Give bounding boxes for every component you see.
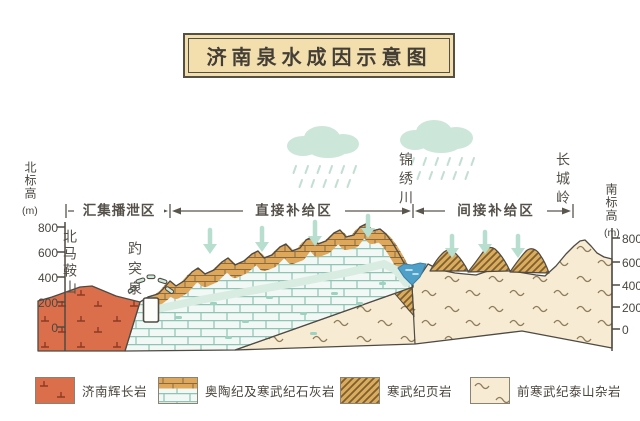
- rain-icon: [410, 157, 475, 180]
- axis-tick: 600: [622, 256, 640, 270]
- axis-tick: 200: [622, 301, 640, 315]
- title-box: 济南泉水成因示意图: [183, 33, 455, 78]
- axis-tick: 200: [37, 296, 58, 310]
- infiltration-arrow-icon: [203, 213, 525, 258]
- rain-icon: [292, 165, 357, 188]
- axis-tick: 600: [37, 246, 58, 260]
- place-label-baotu-spring: 趵突泉: [127, 241, 143, 301]
- axis-tick: 0: [622, 323, 629, 337]
- taishan-complex-swatch-icon: [470, 377, 510, 404]
- left-axis-label: 标高: [23, 174, 37, 200]
- gabbro-swatch-icon: [35, 377, 75, 404]
- basement-layer: [234, 239, 613, 351]
- legend-item-limestone: 奥陶纪及寒武纪石灰岩: [158, 377, 335, 404]
- limestone-swatch-icon: [158, 377, 198, 404]
- place-label-changcheng-ridge: 长城岭: [555, 152, 571, 209]
- legend-item-taishan-complex: 前寒武纪泰山杂岩: [470, 377, 621, 404]
- left-axis-caption: 北标高: [23, 161, 37, 200]
- zone-label-discharge: 汇集播泄区: [74, 203, 164, 219]
- place-label-jinxiu-valley: 锦绣川: [398, 152, 414, 209]
- shale-swatch-icon: [340, 377, 380, 404]
- axis-tick: 400: [622, 279, 640, 293]
- axis-tick: 400: [37, 271, 58, 285]
- rain-cloud-icon: [400, 120, 473, 153]
- legend-label: 济南辉长岩: [82, 385, 148, 399]
- right-axis-caption: 南标高: [604, 183, 618, 222]
- axis-tick: 800: [622, 232, 640, 246]
- legend-label: 前寒武纪泰山杂岩: [517, 385, 622, 399]
- zone-label-indirect-recharge: 间接补给区: [445, 203, 547, 219]
- water-marks: [175, 282, 386, 339]
- fault-line: [411, 284, 416, 345]
- right-axis-unit: (m): [604, 227, 620, 239]
- rain-cloud-icon: [287, 126, 359, 158]
- right-elevation-axis: [611, 228, 620, 351]
- legend-item-shale: 寒武纪页岩: [340, 377, 452, 404]
- water-table-band: [148, 259, 410, 314]
- left-elevation-axis: [57, 222, 66, 351]
- cap-layer: [152, 225, 415, 306]
- page-title: 济南泉水成因示意图: [188, 38, 450, 73]
- zone-label-direct-recharge: 直接补给区: [243, 203, 345, 219]
- surface-outline: [139, 223, 413, 303]
- axis-tick: 0: [51, 321, 58, 335]
- right-axis-label: 标高: [604, 196, 618, 222]
- legend-label: 奥陶纪及寒武纪石灰岩: [205, 385, 336, 399]
- legend-item-gabbro: 济南辉长岩: [35, 377, 147, 404]
- place-label-north-maanshan: 北马鞍山: [62, 229, 78, 297]
- shale-caps: [429, 246, 550, 274]
- left-axis-direction: 北: [23, 161, 37, 174]
- legend-label: 寒武纪页岩: [387, 385, 453, 399]
- water-body: [397, 262, 427, 286]
- axis-tick: 800: [37, 221, 58, 235]
- left-axis-unit: (m): [22, 205, 38, 217]
- right-axis-direction: 南: [604, 183, 618, 196]
- spring-icon: [127, 274, 175, 323]
